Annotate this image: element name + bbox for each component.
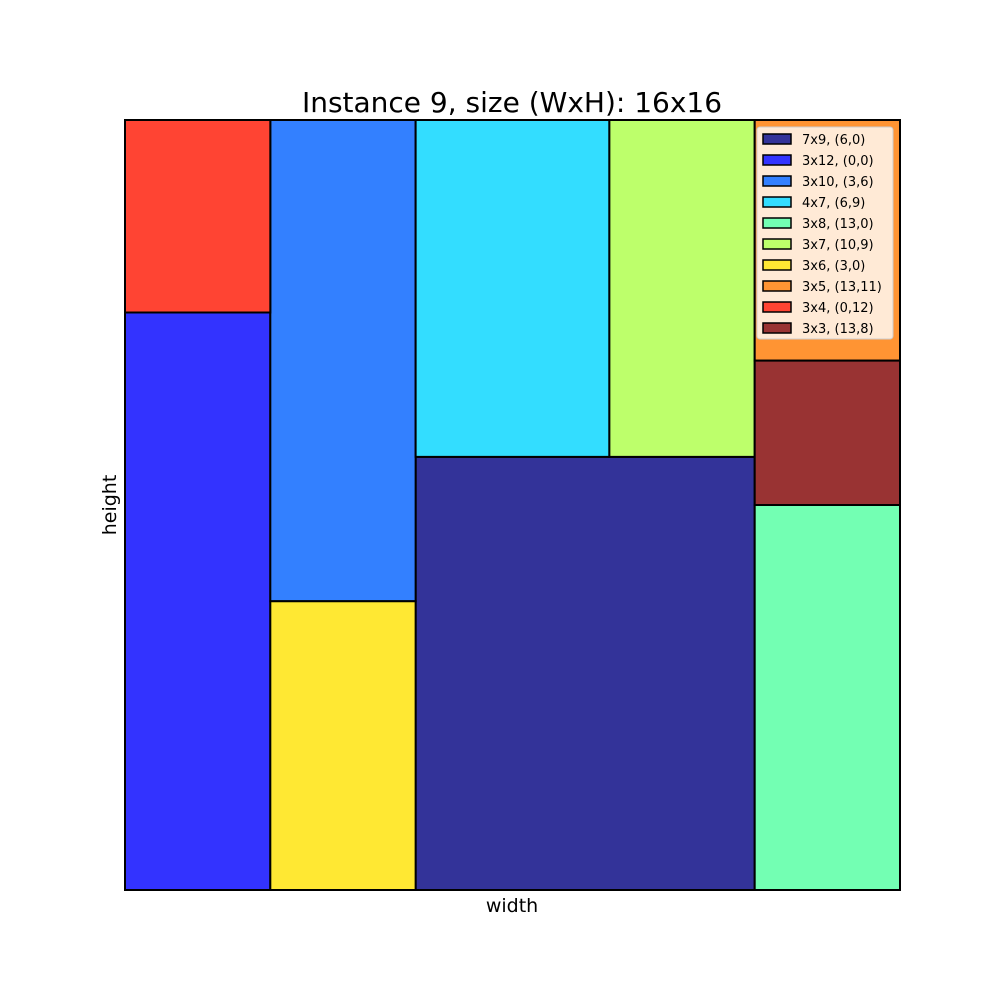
legend-entry-9: 3x3, (13,8) <box>802 322 874 337</box>
legend-swatch-8 <box>762 301 792 313</box>
packed-rect-6 <box>269 600 417 891</box>
packed-rect-3 <box>414 119 611 458</box>
legend-swatch-9 <box>762 322 792 334</box>
legend-entry-7: 3x5, (13,11) <box>802 280 882 295</box>
legend-entry-3: 4x7, (6,9) <box>802 196 865 211</box>
legend-entry-6: 3x6, (3,0) <box>802 259 865 274</box>
packed-rect-1 <box>124 311 272 891</box>
legend-entry-1: 3x12, (0,0) <box>802 154 874 169</box>
legend-swatch-1 <box>762 154 792 166</box>
x-axis-label: width <box>486 895 538 917</box>
legend-entry-2: 3x10, (3,6) <box>802 175 874 190</box>
packed-rect-4 <box>753 504 901 891</box>
chart-title: Instance 9, size (WxH): 16x16 <box>302 86 722 119</box>
legend: 7x9, (6,0) 3x12, (0,0) 3x10, (3,6) 4x7, (6,… <box>756 126 894 340</box>
legend-entry-8: 3x4, (0,12) <box>802 301 874 316</box>
legend-swatch-6 <box>762 259 792 271</box>
legend-entry-0: 7x9, (6,0) <box>802 133 865 148</box>
legend-swatch-3 <box>762 196 792 208</box>
y-axis-label: height <box>99 475 121 536</box>
packed-rect-8 <box>124 119 272 314</box>
rectangles-group <box>124 119 901 891</box>
legend-swatch-7 <box>762 280 792 292</box>
packed-rect-0 <box>414 455 756 891</box>
packed-rect-5 <box>608 119 756 458</box>
plot-frame <box>124 119 901 891</box>
legend-entry-5: 3x7, (10,9) <box>802 238 874 253</box>
legend-entry-4: 3x8, (13,0) <box>802 217 874 232</box>
legend-swatch-4 <box>762 217 792 229</box>
packed-rect-2 <box>269 119 417 603</box>
legend-swatch-2 <box>762 175 792 187</box>
legend-swatch-0 <box>762 133 792 145</box>
legend-swatch-5 <box>762 238 792 250</box>
packed-rect-9 <box>753 359 901 506</box>
